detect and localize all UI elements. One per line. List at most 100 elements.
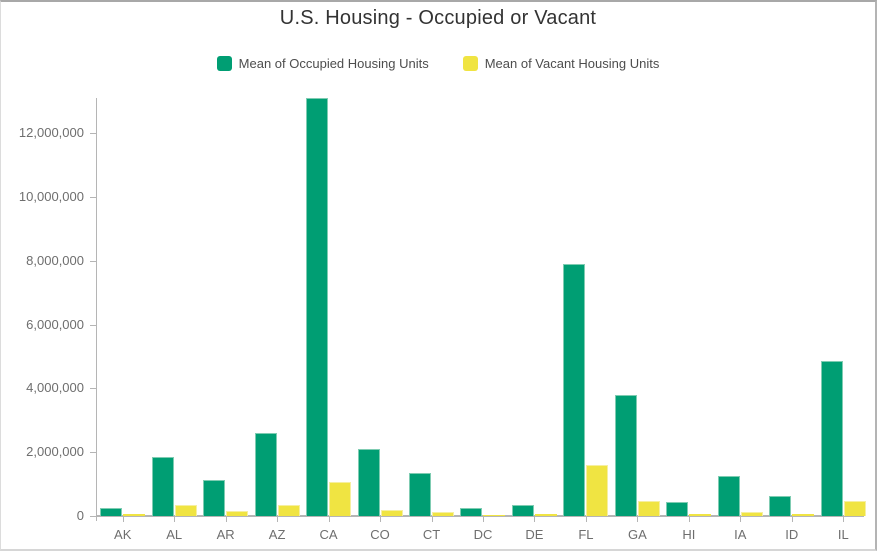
y-axis-label: 12,000,000: [18, 125, 84, 140]
y-axis-tick: [90, 516, 96, 517]
x-axis-tick: [226, 517, 227, 522]
bar-group-IL: [818, 98, 869, 516]
x-axis-label: IA: [734, 527, 747, 542]
y-axis-tick: [90, 197, 96, 198]
bar-occupied-AR[interactable]: [203, 480, 226, 516]
bar-vacant-AZ[interactable]: [277, 505, 300, 516]
bar-occupied-CA[interactable]: [306, 98, 329, 516]
y-axis-label: 10,000,000: [18, 189, 84, 204]
y-axis-tick: [90, 388, 96, 389]
x-axis-tick: [174, 517, 175, 522]
x-axis-tick: [277, 517, 278, 522]
x-axis-tick: [432, 517, 433, 522]
x-axis-label: AK: [114, 527, 132, 542]
y-axis-tick: [90, 133, 96, 134]
x-axis-label: CO: [370, 527, 390, 542]
bar-occupied-GA[interactable]: [614, 395, 637, 516]
legend-item-1[interactable]: Mean of Vacant Housing Units: [462, 56, 660, 71]
bar-group-CA: [303, 98, 354, 516]
chart-title: U.S. Housing - Occupied or Vacant: [279, 7, 597, 29]
bar-group-FL: [560, 98, 611, 516]
bar-vacant-GA[interactable]: [637, 501, 660, 516]
bar-occupied-CO[interactable]: [357, 449, 380, 516]
bar-occupied-CT[interactable]: [409, 473, 432, 516]
x-axis-tick: [689, 517, 690, 522]
x-axis-label: AL: [166, 527, 183, 542]
y-axis-tick: [90, 325, 96, 326]
bar-occupied-AZ[interactable]: [254, 433, 277, 516]
x-axis-tick: [586, 517, 587, 522]
bar-group-DC: [457, 98, 508, 516]
x-axis-label: AR: [216, 527, 235, 542]
legend-swatch-icon: [216, 56, 232, 71]
bar-vacant-DE[interactable]: [534, 514, 557, 516]
bar-occupied-IL[interactable]: [820, 361, 843, 516]
x-axis-label: DC: [473, 527, 493, 542]
bar-occupied-IA[interactable]: [717, 476, 740, 516]
x-axis-tick: [843, 517, 844, 522]
bar-occupied-FL[interactable]: [563, 264, 586, 516]
bar-vacant-AL[interactable]: [174, 505, 197, 516]
bar-vacant-FL[interactable]: [586, 465, 609, 516]
x-axis-tick: [534, 517, 535, 522]
x-axis-label: ID: [785, 527, 799, 542]
bar-vacant-DC[interactable]: [483, 515, 506, 516]
bar-group-GA: [612, 98, 663, 516]
bar-group-CT: [406, 98, 457, 516]
bar-group-IA: [715, 98, 766, 516]
x-axis-tick: [792, 517, 793, 522]
bar-occupied-DC[interactable]: [460, 508, 483, 516]
x-axis-tick: [123, 517, 124, 522]
y-axis-line: [96, 98, 97, 521]
bar-occupied-ID[interactable]: [769, 496, 792, 516]
bar-occupied-DE[interactable]: [511, 505, 534, 516]
bar-group-AZ: [251, 98, 302, 516]
y-axis-tick: [90, 452, 96, 453]
bar-group-AR: [200, 98, 251, 516]
bar-vacant-IA[interactable]: [740, 512, 763, 516]
legend-item-0[interactable]: Mean of Occupied Housing Units: [216, 56, 429, 71]
bar-vacant-ID[interactable]: [792, 514, 815, 516]
x-axis-tick: [380, 517, 381, 522]
x-axis-label: CT: [422, 527, 441, 542]
x-axis-tick: [740, 517, 741, 522]
bar-vacant-CA[interactable]: [329, 482, 352, 516]
legend-label: Mean of Vacant Housing Units: [484, 56, 660, 71]
x-axis-tick: [483, 517, 484, 522]
bar-vacant-CT[interactable]: [432, 512, 455, 516]
bar-group-HI: [663, 98, 714, 516]
x-axis-tick: [329, 517, 330, 522]
x-axis-tick: [637, 517, 638, 522]
legend-swatch-icon: [462, 56, 478, 71]
y-axis-label: 2,000,000: [26, 444, 84, 459]
bar-group-AL: [148, 98, 199, 516]
bar-occupied-AL[interactable]: [151, 457, 174, 516]
bar-group-CO: [354, 98, 405, 516]
bar-vacant-IL[interactable]: [843, 501, 866, 516]
x-axis-label: HI: [682, 527, 696, 542]
legend: Mean of Occupied Housing Units Mean of Va…: [1, 56, 875, 71]
x-axis-label: DE: [525, 527, 544, 542]
y-axis-label: 0: [76, 508, 84, 523]
x-axis-label: AZ: [268, 527, 286, 542]
bar-vacant-AR[interactable]: [226, 511, 249, 516]
bar-occupied-AK[interactable]: [100, 508, 123, 516]
y-axis-label: 6,000,000: [26, 317, 84, 332]
legend-label: Mean of Occupied Housing Units: [238, 56, 429, 71]
x-axis-label: IL: [837, 527, 849, 542]
bar-vacant-CO[interactable]: [380, 510, 403, 516]
x-axis-label: FL: [578, 527, 594, 542]
y-axis-label: 4,000,000: [26, 380, 84, 395]
bar-group-AK: [97, 98, 148, 516]
x-axis-label: CA: [319, 527, 338, 542]
y-axis-label: 8,000,000: [26, 253, 84, 268]
y-axis-tick: [90, 261, 96, 262]
bar-group-DE: [509, 98, 560, 516]
bar-group-ID: [766, 98, 817, 516]
x-axis-line: [96, 515, 864, 517]
bar-vacant-HI[interactable]: [689, 514, 712, 516]
bar-occupied-HI[interactable]: [666, 502, 689, 516]
bar-vacant-AK[interactable]: [123, 514, 146, 516]
x-axis-label: GA: [627, 527, 647, 542]
